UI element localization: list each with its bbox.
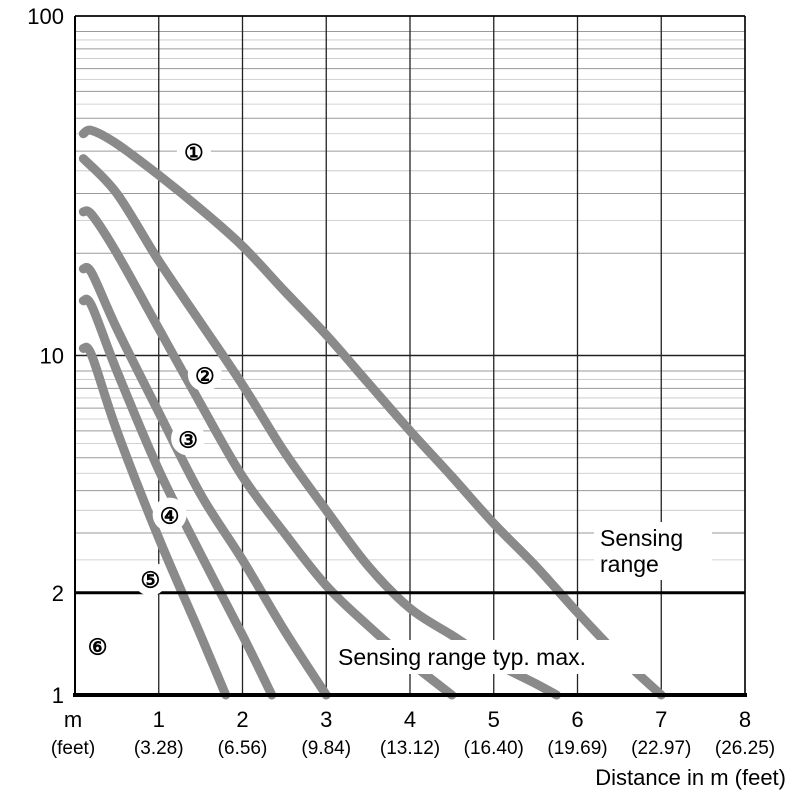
series-label-4: ④: [160, 504, 180, 529]
series-label-1: ①: [184, 140, 204, 165]
x-tick-sublabel: (3.28): [134, 738, 184, 759]
x-tick-sublabel: (9.84): [301, 738, 351, 759]
series-line-3: [78, 206, 457, 700]
x-tick-sublabel: (19.69): [547, 738, 607, 759]
series-line-6: [78, 342, 231, 700]
series-label-bg-1: [176, 134, 211, 169]
x-unit-label: m: [64, 707, 82, 732]
series-label-6: ⑥: [88, 634, 108, 659]
series-line-1: [78, 125, 666, 700]
series-line-4: [78, 262, 331, 700]
x-axis-title: Distance in m (feet): [595, 765, 786, 790]
y-tick-label: 2: [52, 581, 64, 606]
x-tick-sublabel: (22.97): [631, 738, 691, 759]
series-label-bg-4: [152, 497, 187, 532]
series-line-2: [78, 154, 562, 700]
x-tick-label: 6: [571, 707, 583, 732]
series-label-bg-2: [187, 357, 222, 392]
threshold-label-line2: range: [600, 551, 659, 577]
x-tick-sublabel: (13.12): [380, 738, 440, 759]
series-label-bg-5: [133, 561, 168, 596]
x-tick-sublabel: (26.25): [715, 738, 775, 759]
sensing-range-annotation: Sensing range typ. max.: [338, 644, 586, 670]
annotation-backdrop: [332, 640, 648, 674]
y-tick-label: 1: [52, 683, 64, 708]
x-tick-label: 8: [739, 707, 751, 732]
y-tick-label: 10: [40, 344, 64, 369]
series-label-5: ⑤: [141, 568, 161, 593]
x-tick-label: 5: [488, 707, 500, 732]
series-label-bg-6: [80, 628, 115, 663]
x-tick-label: 2: [236, 707, 248, 732]
x-tick-sublabel: (6.56): [218, 738, 268, 759]
labels-layer: ①②③④⑤⑥12101001(3.28)2(6.56)3(9.84)4(13.1…: [27, 4, 775, 759]
y-tick-label: 100: [27, 4, 64, 29]
threshold-label-line1: Sensing: [600, 525, 683, 551]
series-label-3: ③: [178, 427, 198, 452]
threshold-label-backdrop: [594, 522, 712, 580]
x-tick-sublabel: (16.40): [464, 738, 524, 759]
frame-layer: [73, 15, 747, 697]
x-unit-sub: (feet): [51, 738, 95, 759]
series-layer: [78, 125, 666, 700]
x-tick-label: 1: [153, 707, 165, 732]
series-label-bg-3: [171, 421, 206, 456]
x-tick-label: 4: [404, 707, 416, 732]
series-label-2: ②: [195, 363, 215, 388]
series-line-5: [78, 294, 277, 700]
x-tick-label: 3: [320, 707, 332, 732]
x-tick-label: 7: [655, 707, 667, 732]
